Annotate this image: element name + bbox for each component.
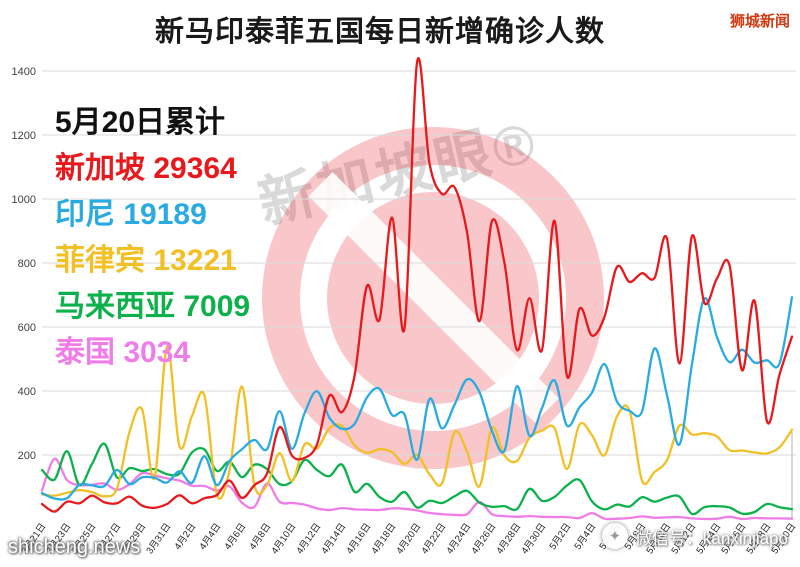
legend-item-value: 19189 [123, 198, 207, 231]
legend-item-name: 菲律宾 [55, 244, 145, 277]
svg-text:4月24日: 4月24日 [444, 521, 473, 556]
legend-item-value: 13221 [153, 244, 237, 277]
svg-text:4月10日: 4月10日 [269, 521, 298, 556]
site-watermark: shicheng.news [8, 536, 141, 558]
eye-logo-watermark [262, 127, 604, 469]
svg-text:200: 200 [18, 450, 36, 462]
wechat-id-watermark: ✦ 微信号：kanxinjiapo [601, 523, 788, 549]
legend-item-name: 新加坡 [55, 152, 145, 185]
svg-text:600: 600 [18, 322, 36, 334]
svg-text:800: 800 [18, 258, 36, 270]
legend-item-value: 3034 [123, 336, 191, 369]
brand-label: 狮城新闻 [729, 13, 790, 30]
svg-text:5月2日: 5月2日 [547, 521, 573, 552]
legend-item-thailand: 泰国 3034 [55, 330, 250, 376]
legend-date-label: 5月20日累计 [55, 106, 226, 139]
svg-text:4月30日: 4月30日 [519, 521, 548, 556]
legend-item-malaysia: 马来西亚 7009 [55, 284, 250, 330]
svg-text:1400: 1400 [12, 66, 36, 78]
legend-item-name: 泰国 [55, 336, 115, 369]
wechat-icon: ✦ [601, 523, 628, 549]
svg-text:1200: 1200 [12, 130, 36, 142]
svg-text:4月22日: 4月22日 [419, 521, 448, 556]
svg-text:4月8日: 4月8日 [247, 521, 273, 552]
svg-text:4月4日: 4月4日 [197, 521, 223, 552]
page-title: 新马印泰菲五国每日新增确诊人数 [154, 16, 605, 48]
svg-text:4月20日: 4月20日 [394, 521, 423, 556]
legend-item-value: 7009 [183, 290, 251, 323]
svg-text:1000: 1000 [12, 194, 36, 206]
legend-item-name: 印尼 [55, 198, 115, 231]
svg-text:4月18日: 4月18日 [369, 521, 398, 556]
svg-text:4月14日: 4月14日 [319, 521, 348, 556]
svg-text:4月28日: 4月28日 [494, 521, 523, 556]
svg-text:4月2日: 4月2日 [172, 521, 198, 552]
legend-item-indonesia: 印尼 19189 [55, 192, 250, 238]
svg-text:4月26日: 4月26日 [469, 521, 498, 556]
svg-text:5月4日: 5月4日 [572, 521, 598, 552]
legend-item-singapore: 新加坡 29364 [55, 146, 250, 192]
legend-item-philippines: 菲律宾 13221 [55, 238, 250, 284]
svg-text:4月6日: 4月6日 [222, 521, 248, 552]
legend-item-name: 马来西亚 [55, 290, 175, 323]
wechat-id-text: 微信号：kanxinjiapo [634, 528, 788, 548]
legend: 5月20日累计 新加坡 29364 印尼 19189 菲律宾 13221 马来西… [55, 100, 250, 376]
svg-text:400: 400 [18, 386, 36, 398]
svg-text:4月12日: 4月12日 [294, 521, 323, 556]
svg-text:3月31日: 3月31日 [144, 521, 173, 556]
legend-item-value: 29364 [153, 152, 237, 185]
svg-text:4月16日: 4月16日 [344, 521, 373, 556]
